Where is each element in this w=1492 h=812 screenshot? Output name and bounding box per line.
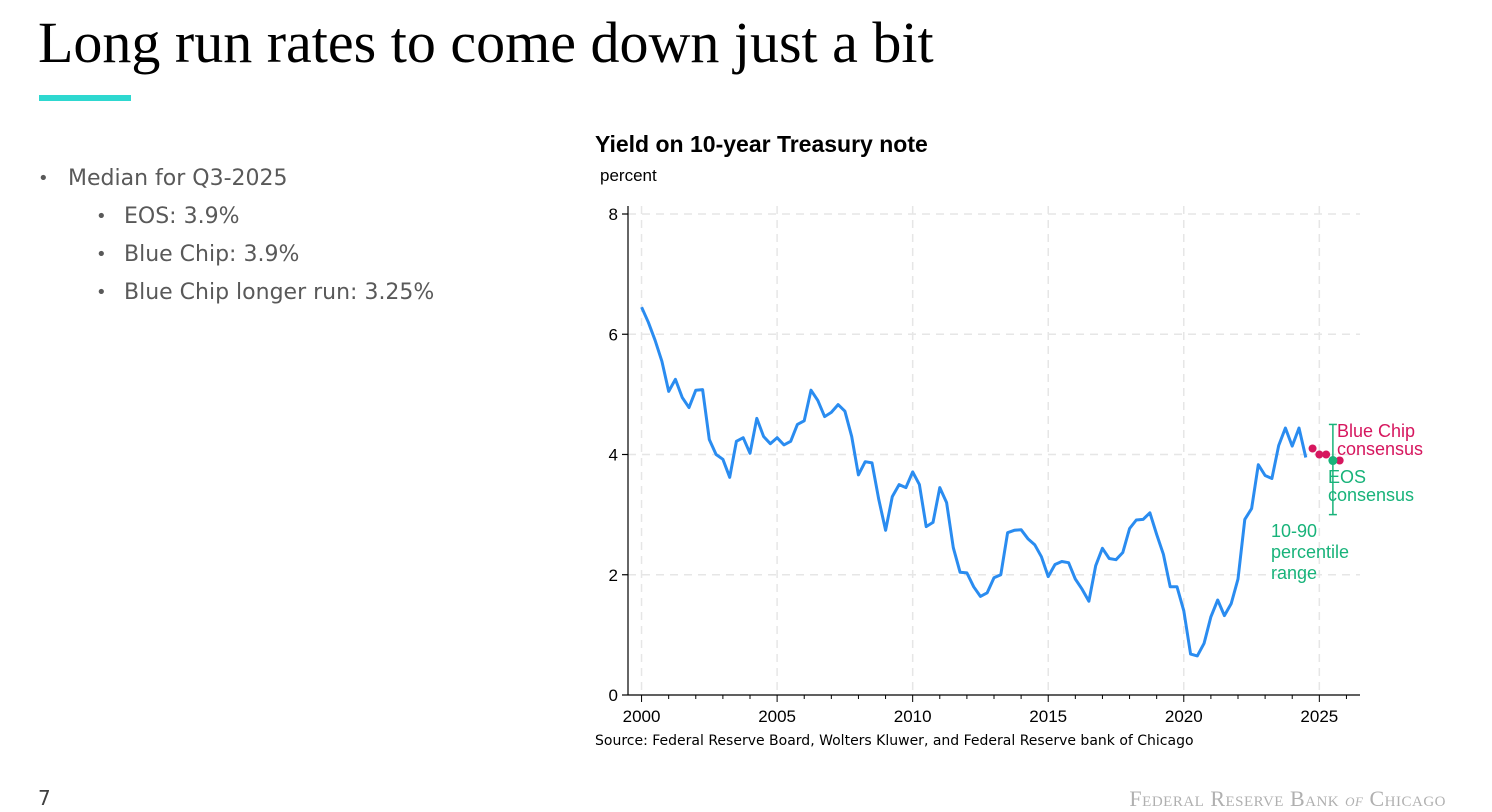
blue-chip-label-line1: Blue Chip (1337, 421, 1415, 441)
chart-title: Yield on 10-year Treasury note (595, 131, 928, 157)
y-axis-label: percent (600, 166, 657, 185)
page-number: 7 (38, 786, 51, 810)
range-label-line: percentile (1271, 542, 1349, 562)
footer-logo-of: of (1345, 790, 1364, 811)
bullet-median: Median for Q3-2025 EOS: 3.9% Blue Chip: … (38, 160, 434, 312)
x-tick-label: 2025 (1300, 707, 1338, 726)
blue-chip-point (1315, 450, 1324, 459)
blue-chip-point (1322, 450, 1331, 459)
eos-point (1328, 456, 1338, 466)
eos-label-line1: EOS (1328, 467, 1366, 487)
blue-chip-label-line2: consensus (1337, 439, 1423, 459)
x-tick-label: 2020 (1165, 707, 1203, 726)
range-label-line: 10-90 (1271, 521, 1317, 541)
blue-chip-point (1335, 456, 1344, 465)
title-accent-bar (39, 95, 131, 101)
y-tick-label: 2 (609, 566, 618, 585)
yield-chart: percent 0 2 4 6 8 2000 2005 2010 2015 2020 2025 Blue… (600, 166, 1423, 726)
chart-source-note: Source: Federal Reserve Board, Wolters K… (595, 733, 1194, 749)
sub-bullet-list: EOS: 3.9% Blue Chip: 3.9% Blue Chip long… (68, 198, 434, 312)
bullet-list: Median for Q3-2025 EOS: 3.9% Blue Chip: … (38, 160, 434, 312)
x-tick-label: 2005 (758, 707, 796, 726)
blue-chip-point (1308, 444, 1317, 453)
y-tick-label: 0 (609, 686, 618, 705)
y-tick-label: 8 (609, 205, 618, 224)
x-tick-label: 2015 (1029, 707, 1067, 726)
x-tick-label: 2010 (894, 707, 932, 726)
range-label-line: range (1271, 563, 1317, 583)
x-tick-label: 2000 (623, 707, 661, 726)
yield-series-line (640, 306, 1308, 658)
eos-label-line2: consensus (1328, 485, 1414, 505)
footer-logo-bank: Federal Reserve Bank (1129, 786, 1340, 811)
sub-bullet-eos: EOS: 3.9% (96, 198, 434, 236)
y-tick-label: 6 (609, 325, 618, 344)
sub-bullet-blue-chip-longer-run: Blue Chip longer run: 3.25% (96, 274, 434, 312)
footer-logo-city: Chicago (1369, 786, 1446, 811)
bullet-median-text: Median for Q3-2025 (68, 166, 288, 191)
sub-bullet-blue-chip: Blue Chip: 3.9% (96, 236, 434, 274)
y-tick-label: 4 (609, 446, 618, 465)
footer-logo: Federal Reserve Bank of Chicago (1129, 786, 1446, 812)
slide-title: Long run rates to come down just a bit (38, 10, 934, 75)
